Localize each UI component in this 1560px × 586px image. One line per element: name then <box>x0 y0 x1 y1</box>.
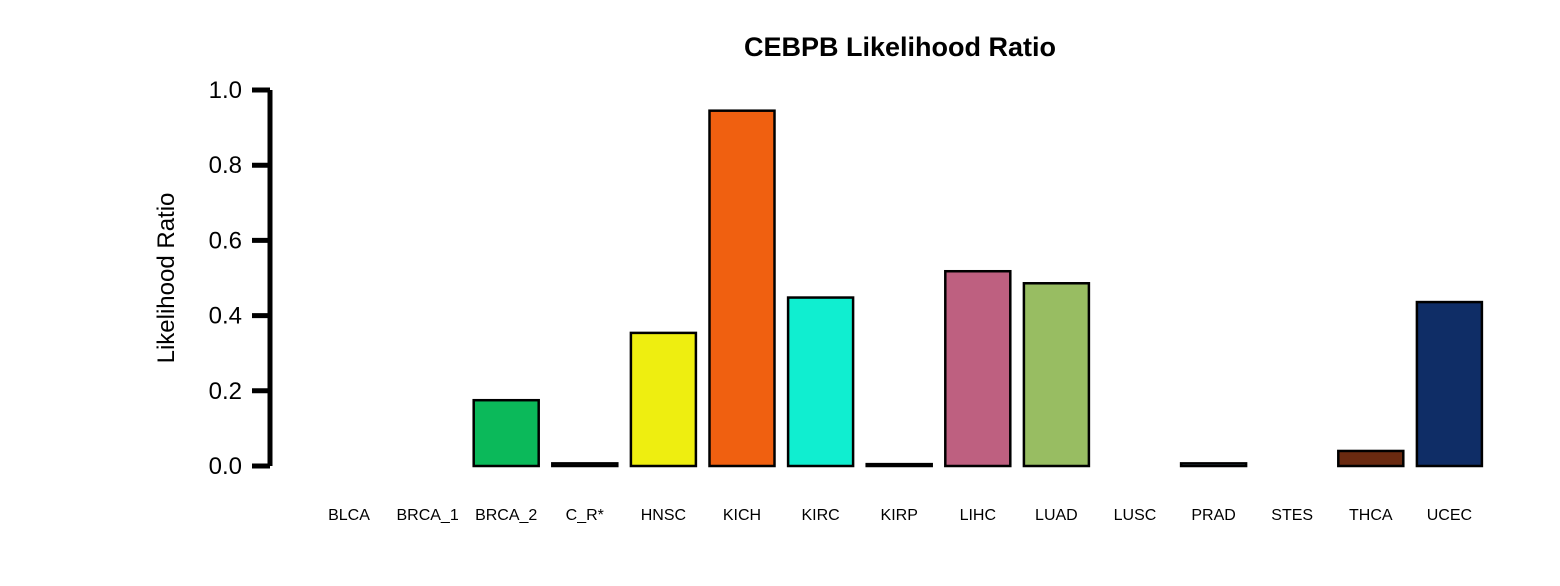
bar-kich <box>708 109 776 468</box>
bar-lihc <box>944 269 1012 468</box>
x-tick-label: UCEC <box>1427 507 1472 524</box>
bar-brca-2 <box>472 398 540 468</box>
y-tick-label: 1.0 <box>209 77 242 104</box>
chart-title: CEBPB Likelihood Ratio <box>744 32 1056 62</box>
x-tick-label: KIRP <box>881 507 918 524</box>
x-tick-label: KIRC <box>801 507 839 524</box>
x-tick-label: STES <box>1271 507 1313 524</box>
x-tick-label: PRAD <box>1191 507 1235 524</box>
y-tick-label: 0.8 <box>209 152 242 179</box>
x-tick-label: BRCA_1 <box>396 507 458 524</box>
y-tick-label: 0.2 <box>209 378 242 405</box>
bar-hnsc <box>629 331 698 468</box>
x-tick-label: LIHC <box>960 507 996 524</box>
x-tick-label: KICH <box>723 507 761 524</box>
x-tick-label: HNSC <box>641 507 686 524</box>
y-tick-label: 0.0 <box>209 453 242 480</box>
x-tick-label: BLCA <box>328 507 370 524</box>
y-axis-label: Likelihood Ratio <box>153 193 180 364</box>
x-axis-labels: BLCA BRCA_1 BRCA_2 C_R* HNSC KICH KIRC KIRP LIHC… <box>328 507 1472 524</box>
bar-ucec <box>1415 300 1484 468</box>
x-tick-label: LUAD <box>1035 507 1078 524</box>
y-axis: 0.0 0.2 0.4 0.6 0.8 1.0 <box>209 77 273 480</box>
bar-prad <box>1179 462 1248 468</box>
bar-luad <box>1022 282 1091 468</box>
y-tick-label: 0.6 <box>209 227 242 254</box>
x-tick-label: LUSC <box>1114 507 1157 524</box>
x-tick-label: THCA <box>1349 507 1393 524</box>
bar-c-r <box>551 462 619 468</box>
y-tick-label: 0.4 <box>209 303 242 330</box>
x-tick-label: BRCA_2 <box>475 507 537 524</box>
bar-kirp <box>865 462 933 468</box>
bars <box>472 109 1484 468</box>
x-tick-label: C_R* <box>566 507 604 524</box>
bar-thca <box>1337 449 1405 468</box>
bar-kirc <box>786 296 855 468</box>
